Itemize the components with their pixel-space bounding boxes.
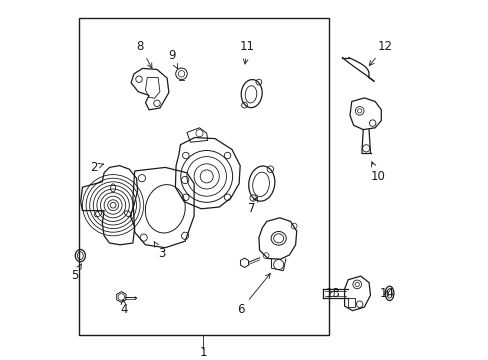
Text: 2: 2 [90, 161, 103, 174]
Text: 6: 6 [237, 274, 270, 316]
Text: 12: 12 [368, 40, 391, 66]
Text: 5: 5 [71, 264, 81, 282]
Text: 10: 10 [369, 162, 385, 183]
Text: 14: 14 [378, 287, 393, 300]
Text: 3: 3 [154, 242, 165, 260]
Text: 4: 4 [120, 300, 127, 316]
Text: 1: 1 [199, 346, 206, 359]
Text: 11: 11 [240, 40, 254, 64]
Text: 8: 8 [136, 40, 152, 68]
Text: 13: 13 [325, 287, 340, 300]
Text: 9: 9 [168, 49, 177, 69]
Bar [79, 18, 328, 335]
Text: 7: 7 [247, 197, 257, 215]
